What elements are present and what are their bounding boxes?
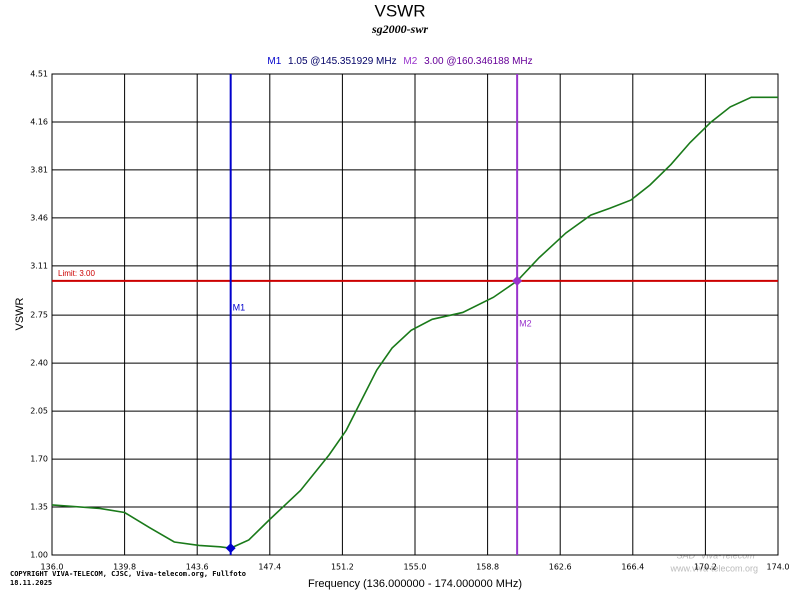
date: 18.11.2025 [10,579,52,587]
y-tick-label: 3.46 [30,213,48,222]
chart-subtitle: sg2000-swr [371,22,428,36]
x-tick-label: 166.4 [621,563,644,572]
y-tick-label: 3.81 [30,165,48,174]
x-tick-label: 136.0 [41,563,64,572]
marker-readout: M1 1.05 @145.351929 MHz M2 3.00 @160.346… [267,56,532,67]
marker-point [512,275,523,286]
m2-readout: 3.00 @160.346188 MHz [424,56,533,67]
x-tick-label: 174.0 [767,563,790,572]
y-tick-label: 2.05 [30,407,48,416]
y-tick-label: 4.51 [30,70,48,79]
m1-readout: 1.05 @145.351929 MHz [288,56,397,67]
x-tick-label: 139.8 [113,563,136,572]
y-axis-label: VSWR [14,297,26,330]
x-tick-label: 151.2 [331,563,354,572]
x-tick-label: 143.6 [186,563,209,572]
chart-title: VSWR [375,1,426,20]
marker-label: M2 [519,318,532,328]
m2-name: M2 [403,56,417,67]
x-axis-label: Frequency (136.000000 - 174.000000 MHz) [308,578,522,590]
y-tick-label: 1.70 [30,455,48,464]
m1-name: M1 [267,56,281,67]
x-tick-label: 147.4 [258,563,281,572]
y-tick-label: 2.40 [30,359,48,368]
copyright: COPYRIGHT VIVA-TELECOM, CJSC, Viva-telec… [10,570,246,578]
x-tick-label: 158.8 [476,563,499,572]
y-tick-label: 2.75 [30,311,48,320]
y-tick-label: 3.11 [30,261,48,270]
limit-label: Limit: 3.00 [58,269,95,278]
vswr-line [51,96,778,549]
marker-point [225,543,236,554]
marker-label: M1 [233,302,246,312]
y-tick-label: 4.16 [30,117,48,126]
y-tick-label: 1.00 [30,551,48,560]
x-tick-label: 170.2 [694,563,717,572]
x-tick-label: 155.0 [404,563,427,572]
watermark: www.viva-telecom.org [669,563,758,573]
x-tick-label: 162.6 [549,563,572,572]
y-tick-label: 1.35 [30,503,48,512]
